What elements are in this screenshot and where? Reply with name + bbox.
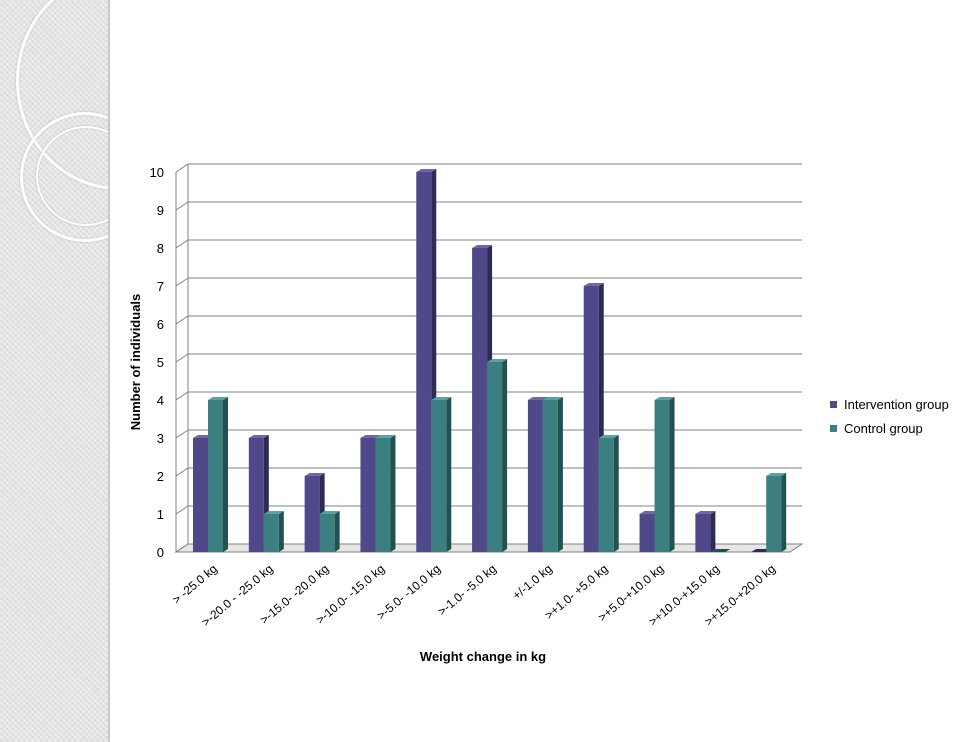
bar-control-3 [375, 435, 396, 552]
side-wall-line [175, 163, 189, 173]
x-tick-label: >-1.0- -5.0 kg [435, 562, 499, 619]
chart-legend: Intervention group Control group [830, 392, 949, 440]
side-wall-line [175, 239, 189, 249]
side-wall-line [175, 429, 189, 439]
bar-control-10 [766, 473, 787, 552]
y-tick-label: 7 [157, 279, 164, 294]
y-tick-label: 2 [157, 469, 164, 484]
bar-control-7 [598, 435, 619, 552]
bar-control-0 [208, 397, 228, 552]
decorative-side-panel [0, 0, 110, 742]
bar-control-9 [710, 549, 731, 552]
side-wall-line [175, 467, 189, 477]
y-tick-label: 10 [150, 165, 164, 180]
y-tick-label: 8 [157, 241, 164, 256]
x-axis-title: Weight change in kg [420, 649, 546, 664]
bar-control-6 [542, 397, 563, 552]
y-tick-label: 6 [157, 317, 164, 332]
y-axis-title: Number of individuals [128, 294, 143, 431]
bar-control-5 [487, 359, 508, 552]
legend-item-intervention: Intervention group [830, 392, 949, 416]
legend-swatch-intervention [830, 400, 837, 408]
side-wall-line [175, 201, 189, 211]
bar-control-1 [263, 511, 284, 552]
y-tick-label: 3 [157, 431, 164, 446]
x-tick-label: > -25.0 kg [170, 562, 220, 607]
y-tick-label: 0 [157, 545, 164, 560]
side-wall-line [175, 315, 189, 325]
side-wall-line [175, 353, 189, 363]
bar-control-4 [431, 397, 452, 552]
side-wall-line [175, 277, 189, 287]
bar-intervention-9 [695, 511, 716, 552]
legend-item-control: Control group [830, 416, 949, 440]
legend-label-control: Control group [844, 420, 923, 436]
y-tick-label: 5 [157, 355, 164, 370]
bar-control-2 [319, 511, 340, 552]
legend-swatch-control [830, 424, 837, 432]
bar-control-8 [654, 397, 675, 552]
y-tick-label: 4 [157, 393, 164, 408]
y-tick-label: 1 [157, 507, 164, 522]
y-tick-label: 9 [157, 203, 164, 218]
legend-label-intervention: Intervention group [844, 396, 949, 412]
side-wall-line [175, 505, 189, 515]
x-tick-label: +/-1.0 kg [510, 562, 555, 603]
side-wall-line [175, 391, 189, 401]
